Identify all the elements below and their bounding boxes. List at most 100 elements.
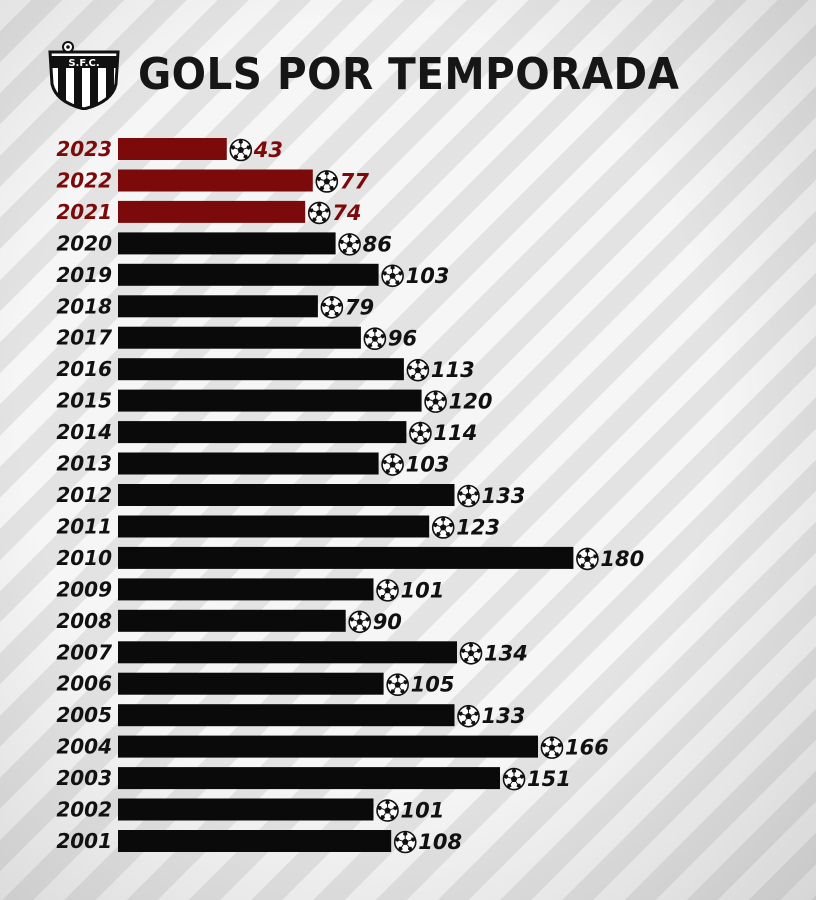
soccer-ball-icon [386, 673, 409, 697]
bar-2015 [118, 389, 422, 412]
value-label-2017: 96 [388, 327, 417, 351]
soccer-ball-icon [381, 264, 404, 288]
soccer-ball-icon [320, 295, 344, 319]
bar-row-2012: 2012 133 [56, 483, 525, 508]
bar-row-2014: 2014 114 [56, 420, 477, 445]
bar-2006 [118, 672, 384, 695]
year-label-2019: 2019 [56, 263, 112, 287]
bar-2018 [118, 295, 318, 318]
soccer-ball-icon [409, 421, 432, 445]
year-label-2005: 2005 [56, 703, 112, 727]
bar-2004 [118, 735, 538, 758]
soccer-ball-icon [502, 767, 526, 791]
value-label-2006: 105 [411, 673, 455, 697]
soccer-ball-icon [307, 201, 331, 225]
value-label-2015: 120 [449, 390, 493, 414]
year-label-2017: 2017 [56, 326, 112, 350]
bar-2014 [118, 421, 407, 444]
soccer-ball-icon [376, 799, 399, 822]
value-label-2014: 114 [433, 421, 477, 445]
bar-row-2022: 2022 77 [56, 168, 369, 193]
soccer-ball-icon [459, 641, 483, 665]
bar-row-2010: 2010 180 [56, 546, 644, 571]
bar-2009 [118, 578, 374, 601]
year-label-2006: 2006 [56, 672, 112, 696]
value-label-2012: 133 [481, 484, 525, 508]
year-label-2010: 2010 [56, 546, 112, 570]
value-label-2023: 43 [253, 138, 283, 162]
year-label-2021: 2021 [56, 200, 112, 224]
bar-row-2001: 2001 108 [56, 829, 462, 854]
bar-row-2015: 2015 120 [56, 389, 492, 414]
soccer-ball-icon [406, 358, 430, 382]
value-label-2016: 113 [431, 358, 475, 382]
year-label-2009: 2009 [56, 577, 112, 601]
soccer-ball-icon [424, 390, 447, 413]
year-label-2001: 2001 [56, 829, 112, 853]
year-label-2004: 2004 [56, 735, 112, 759]
bar-2007 [118, 641, 457, 664]
bar-2017 [118, 326, 361, 349]
value-label-2002: 101 [401, 799, 445, 823]
value-label-2007: 134 [484, 641, 528, 665]
bar-row-2006: 2006 105 [56, 672, 454, 697]
bar-row-2023: 2023 43 [56, 137, 283, 162]
year-label-2002: 2002 [56, 798, 112, 822]
soccer-ball-icon [381, 453, 404, 476]
soccer-ball-icon [457, 484, 480, 508]
bar-2002 [118, 798, 374, 821]
bar-2022 [118, 169, 313, 192]
bar-row-2007: 2007 134 [56, 640, 528, 665]
bar-2012 [118, 484, 455, 506]
bar-row-2018: 2018 79 [56, 294, 374, 319]
bar-row-2017: 2017 96 [56, 326, 417, 351]
bar-row-2004: 2004 166 [56, 735, 608, 760]
year-label-2015: 2015 [56, 389, 112, 413]
soccer-ball-icon [348, 610, 372, 634]
crest-text: S.F.C. [68, 58, 99, 69]
soccer-ball-icon [393, 830, 417, 854]
value-label-2010: 180 [600, 547, 644, 571]
year-label-2007: 2007 [56, 640, 112, 664]
bar-2016 [118, 358, 404, 381]
value-label-2013: 103 [406, 453, 450, 477]
soccer-ball-icon [338, 233, 361, 256]
year-label-2011: 2011 [56, 514, 112, 538]
soccer-ball-icon [431, 516, 455, 539]
bar-row-2020: 2020 86 [56, 231, 391, 256]
header: S.F.C. GOLS POR TEMPORADA [44, 38, 726, 110]
soccer-ball-icon [363, 327, 387, 351]
soccer-ball-icon [376, 579, 399, 602]
bar-2019 [118, 263, 379, 286]
value-label-2022: 77 [340, 169, 370, 193]
value-label-2018: 79 [345, 295, 374, 319]
bar-row-2003: 2003 151 [56, 766, 571, 791]
bar-row-2019: 2019 103 [56, 263, 449, 288]
year-label-2018: 2018 [56, 294, 112, 318]
year-label-2023: 2023 [56, 137, 112, 161]
bar-2023 [118, 138, 227, 160]
soccer-ball-icon [457, 704, 480, 728]
value-label-2004: 166 [565, 736, 609, 760]
bar-2003 [118, 767, 500, 790]
year-label-2020: 2020 [56, 231, 112, 255]
value-label-2008: 90 [373, 610, 402, 634]
santos-fc-crest-icon: S.F.C. [48, 41, 120, 110]
bar-2005 [118, 704, 455, 727]
soccer-ball-icon [576, 547, 599, 571]
year-label-2012: 2012 [56, 483, 112, 507]
bar-2010 [118, 546, 574, 569]
bar-2013 [118, 452, 379, 475]
soccer-ball-icon [229, 138, 253, 162]
bar-row-2002: 2002 101 [56, 798, 444, 823]
value-label-2005: 133 [481, 704, 525, 728]
bar-2008 [118, 609, 346, 632]
value-label-2019: 103 [406, 264, 450, 288]
value-label-2021: 74 [332, 201, 361, 225]
bar-2001 [118, 830, 392, 852]
value-label-2011: 123 [456, 515, 500, 539]
bar-row-2011: 2011 123 [56, 514, 500, 539]
year-label-2016: 2016 [56, 357, 112, 381]
bar-row-2008: 2008 90 [56, 609, 402, 634]
